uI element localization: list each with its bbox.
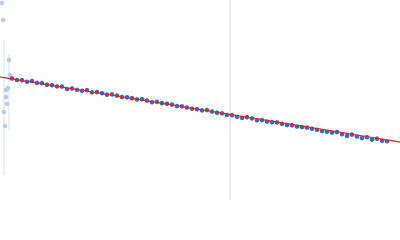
data-point bbox=[344, 133, 350, 139]
data-point bbox=[369, 137, 375, 142]
data-point bbox=[0, 0, 5, 6]
data-point bbox=[7, 72, 13, 78]
data-point bbox=[1, 109, 7, 115]
data-point bbox=[3, 87, 9, 93]
chart bbox=[0, 0, 400, 200]
data-point bbox=[359, 135, 365, 141]
data-point bbox=[2, 123, 8, 129]
data-point bbox=[3, 94, 9, 100]
data-point bbox=[4, 101, 10, 107]
data-point bbox=[0, 17, 6, 23]
fit-line bbox=[0, 76, 400, 143]
data-point bbox=[6, 57, 12, 63]
